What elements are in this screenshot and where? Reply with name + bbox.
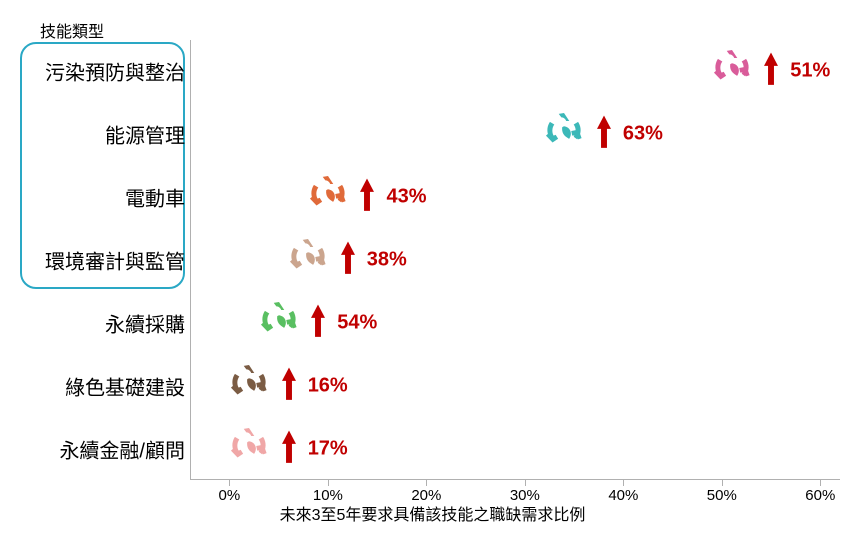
up-arrow-icon [760,50,783,93]
recycle-leaf-icon [542,110,586,159]
recycle-leaf-icon [286,236,330,285]
value-label: 51% [790,60,830,83]
x-tick-label: 0% [219,487,241,504]
x-tick-label: 10% [313,487,343,504]
x-tick-mark [623,480,624,486]
row-label: 電動車 [125,183,185,212]
recycle-leaf-icon [710,47,754,96]
y-axis-title: 技能類型 [40,18,104,42]
value-label: 54% [337,311,377,334]
value-label: 16% [308,374,348,397]
up-arrow-icon [277,427,300,470]
x-tick-label: 30% [510,487,540,504]
x-tick-mark [820,480,821,486]
recycle-leaf-icon [306,173,350,222]
x-tick-label: 50% [707,487,737,504]
recycle-leaf-icon [257,298,301,347]
x-axis-line [190,479,840,480]
value-label: 38% [367,249,407,272]
value-label: 17% [308,437,348,460]
x-tick-mark [426,480,427,486]
up-arrow-icon [277,364,300,407]
row-label: 永續金融/顧問 [59,434,185,463]
value-label: 43% [386,186,426,209]
up-arrow-icon [336,239,359,282]
row-label: 環境審計與監管 [45,246,185,275]
row-label: 綠色基礎建設 [65,371,185,400]
row-label: 能源管理 [105,120,185,149]
up-arrow-icon [356,176,379,219]
row-label: 永續採購 [105,308,185,337]
x-tick-mark [722,480,723,486]
up-arrow-icon [592,113,615,156]
y-axis-line [190,40,191,480]
x-tick-label: 60% [805,487,835,504]
x-tick-mark [328,480,329,486]
row-label: 污染預防與整治 [45,57,185,86]
x-tick-mark [229,480,230,486]
value-label: 63% [623,123,663,146]
recycle-leaf-icon [227,361,271,410]
x-tick-mark [525,480,526,486]
x-axis-title: 未來3至5年要求具備該技能之職缺需求比例 [0,501,865,525]
recycle-leaf-icon [227,424,271,473]
x-tick-label: 20% [411,487,441,504]
up-arrow-icon [307,301,330,344]
x-tick-label: 40% [608,487,638,504]
